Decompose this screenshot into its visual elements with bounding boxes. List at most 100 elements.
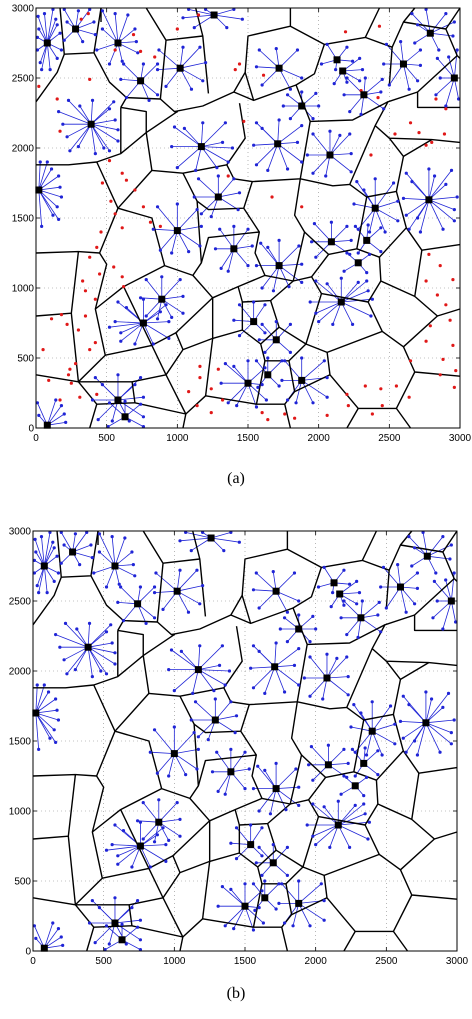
user-point <box>311 171 315 175</box>
user-point <box>59 195 64 199</box>
user-point <box>254 571 258 575</box>
association-link <box>55 634 89 648</box>
user-point <box>78 104 82 108</box>
base-station-marker <box>43 421 51 429</box>
association-link <box>341 290 369 303</box>
association-link <box>406 199 430 216</box>
user-point <box>232 177 236 181</box>
cell-edge <box>413 578 457 632</box>
unassociated-user-point <box>95 245 99 249</box>
user-point <box>451 34 455 38</box>
user-point <box>404 750 408 754</box>
cell-edge <box>162 530 201 564</box>
unassociated-user-point <box>78 395 82 399</box>
cell-edge <box>32 684 116 906</box>
association-link <box>312 803 339 826</box>
user-point <box>314 255 318 259</box>
cell-edge <box>36 107 122 166</box>
association-link <box>267 143 279 171</box>
association-link <box>256 66 280 69</box>
association-link <box>120 322 144 334</box>
unassociated-user-point <box>237 62 242 66</box>
unassociated-user-point <box>86 11 90 16</box>
cell-edge <box>86 927 95 952</box>
user-point <box>155 205 160 209</box>
cell-edge <box>200 231 260 263</box>
user-point <box>45 160 49 164</box>
user-point <box>356 227 360 231</box>
user-point <box>138 948 143 952</box>
association-link <box>301 380 314 403</box>
base-station-marker <box>275 64 283 72</box>
cell-edge <box>32 773 97 777</box>
user-point <box>322 899 326 903</box>
association-link <box>177 226 202 231</box>
user-point <box>391 181 396 185</box>
association-link <box>140 844 166 847</box>
cell-edge <box>400 544 458 582</box>
cell-edge <box>414 295 461 317</box>
association-link <box>158 49 181 69</box>
user-point <box>314 843 318 847</box>
association-link <box>114 13 119 44</box>
user-point <box>260 322 264 326</box>
association-link <box>442 600 452 630</box>
association-link <box>295 380 303 403</box>
user-point <box>38 61 42 65</box>
user-point <box>117 582 121 586</box>
unassociated-user-point <box>58 398 62 402</box>
user-point <box>380 77 384 81</box>
user-point <box>107 149 112 153</box>
unassociated-user-point <box>438 373 442 377</box>
association-link <box>332 301 342 325</box>
association-link <box>180 62 206 69</box>
cell-edge <box>304 196 368 256</box>
unassociated-user-point <box>369 153 373 157</box>
unassociated-user-point <box>120 275 124 279</box>
user-point <box>186 610 191 614</box>
user-point <box>55 205 59 209</box>
user-point <box>370 700 374 704</box>
user-point <box>294 767 298 771</box>
cell-edge <box>375 773 420 821</box>
cell-edge <box>392 714 458 774</box>
user-point <box>110 843 114 847</box>
association-link <box>420 199 430 233</box>
user-point <box>379 250 383 254</box>
user-point <box>237 191 242 195</box>
user-point <box>347 845 352 849</box>
user-point <box>311 802 315 806</box>
user-point <box>62 412 66 416</box>
user-point <box>59 404 64 408</box>
user-point <box>215 166 219 170</box>
user-point <box>441 705 445 709</box>
cell-edge <box>399 869 458 900</box>
user-point <box>213 247 218 251</box>
unassociated-user-point <box>454 369 458 373</box>
unassociated-user-point <box>261 73 266 77</box>
user-point <box>116 128 120 132</box>
base-station-marker <box>207 534 215 542</box>
association-link <box>301 380 328 398</box>
base-station-marker <box>274 140 282 148</box>
user-point <box>348 110 352 114</box>
association-link <box>428 199 455 222</box>
user-point <box>441 227 445 231</box>
association-link <box>253 143 278 146</box>
user-point <box>152 585 157 589</box>
association-link <box>298 903 311 926</box>
association-link <box>326 676 349 679</box>
user-point <box>51 7 55 11</box>
user-point <box>311 132 315 136</box>
association-link <box>38 189 43 227</box>
user-point <box>360 68 365 72</box>
user-point <box>37 747 41 751</box>
association-link <box>400 721 426 724</box>
user-point <box>321 697 325 701</box>
base-station-marker <box>330 579 338 587</box>
base-station-marker <box>170 750 178 758</box>
user-point <box>158 248 162 252</box>
user-point <box>257 606 261 610</box>
base-station-marker <box>241 902 249 910</box>
user-point <box>285 167 290 171</box>
